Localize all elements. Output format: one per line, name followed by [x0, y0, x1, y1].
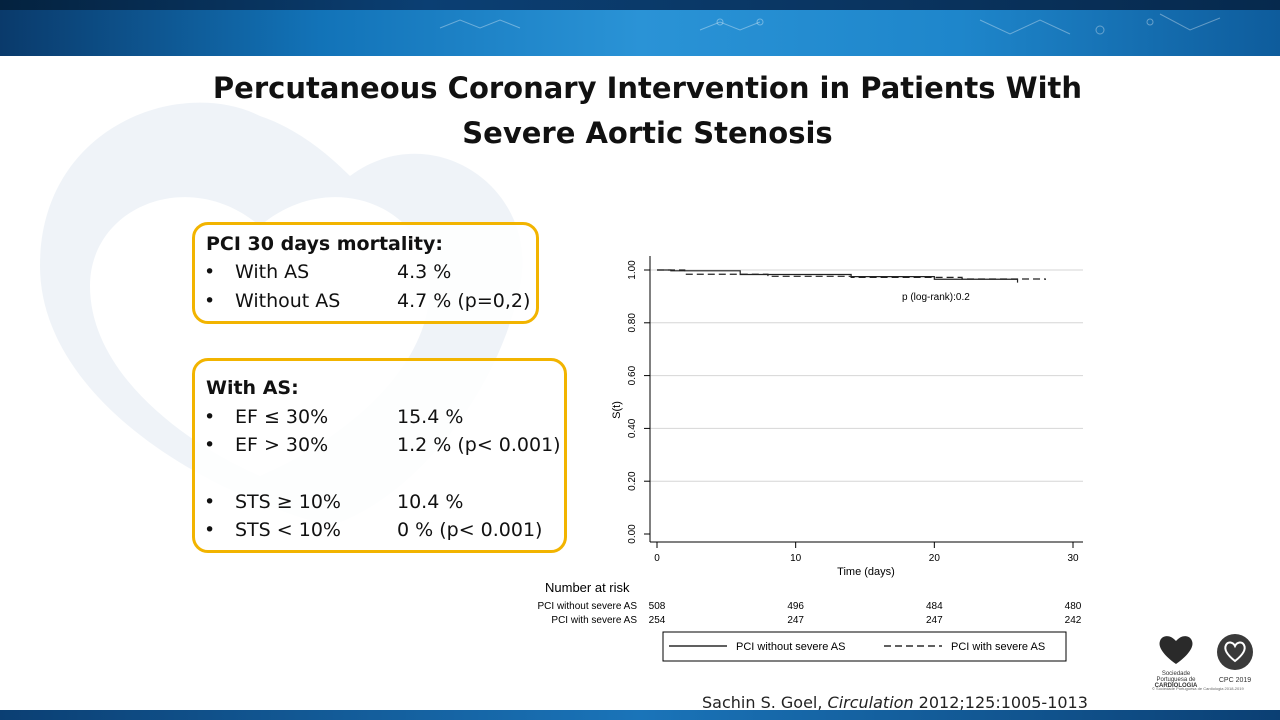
row-value: 4.7 % (p=0,2) — [397, 290, 531, 312]
citation-ref: 2012;125:1005-1013 — [913, 693, 1088, 712]
bullet: • — [204, 406, 216, 428]
title-line-2: Severe Aortic Stenosis — [462, 116, 833, 150]
risk-row-label: PCI without severe AS — [538, 601, 638, 612]
row-value: 1.2 % (p< 0.001) — [397, 434, 561, 456]
risk-values: 508 496 484 480 254 247 247 242 — [649, 601, 1082, 626]
bullet: • — [204, 491, 216, 513]
row-label: STS ≥ 10% — [235, 491, 341, 513]
bottom-bar — [0, 710, 1280, 720]
row-label: Without AS — [235, 290, 341, 312]
series-line — [657, 269, 1019, 283]
cpc-logo-text: CPC 2019 — [1218, 677, 1252, 684]
series — [657, 269, 1046, 283]
y-tick-label: 0.60 — [627, 365, 638, 385]
title-line-1: Percutaneous Coronary Intervention in Pa… — [212, 71, 1083, 105]
series-line — [657, 269, 1046, 281]
risk-value: 254 — [649, 615, 666, 626]
spc-logo: Sociedade Portuguesa de CARDIOLOGIA — [1150, 632, 1202, 694]
row-value: 15.4 % — [397, 406, 464, 428]
header-banner — [0, 0, 1280, 56]
with-as-header: With AS: — [206, 377, 299, 399]
cpc-logo: CPC 2019 — [1210, 632, 1260, 694]
citation: Sachin S. Goel, Circulation 2012;125:100… — [702, 693, 1088, 712]
risk-value: 484 — [926, 601, 943, 612]
heart-logo-icon — [1159, 636, 1193, 664]
risk-table-header: Number at risk — [545, 580, 630, 595]
mortality-box: PCI 30 days mortality: • With AS 4.3 % •… — [192, 222, 539, 324]
row-label: STS < 10% — [235, 519, 341, 541]
pvalue-annotation: p (log-rank):0.2 — [902, 292, 970, 303]
legend-box — [662, 631, 1067, 662]
row-label: EF ≤ 30% — [235, 406, 329, 428]
slide-title: Percutaneous Coronary Intervention in Pa… — [140, 66, 1155, 156]
row-value: 0 % (p< 0.001) — [397, 519, 543, 541]
risk-row-label: PCI with severe AS — [551, 615, 637, 626]
risk-value: 247 — [787, 615, 804, 626]
y-tick-label: 0.80 — [627, 313, 638, 333]
row-label: EF > 30% — [235, 434, 329, 456]
y-tick-label: 1.00 — [627, 260, 638, 280]
x-tick-label: 0 — [654, 553, 660, 564]
molecule-decoration — [439, 13, 1221, 35]
x-axis-label: Time (days) — [837, 566, 895, 578]
risk-value: 496 — [787, 601, 804, 612]
row-value: 4.3 % — [397, 261, 452, 283]
mortality-header: PCI 30 days mortality: — [206, 233, 443, 255]
risk-value: 242 — [1065, 615, 1082, 626]
row-value: 10.4 % — [397, 491, 464, 513]
y-axis-label: S(t) — [611, 401, 623, 419]
ticks: 0.00 0.20 0.40 0.60 0.80 1.00 0 10 20 30 — [627, 260, 1079, 564]
with-as-box: With AS: • EF ≤ 30% 15.4 % • EF > 30% 1.… — [192, 358, 567, 553]
x-tick-label: 20 — [929, 553, 941, 564]
y-tick-label: 0.40 — [627, 418, 638, 438]
citation-journal: Circulation — [827, 693, 914, 712]
risk-value: 247 — [926, 615, 943, 626]
logo-footnote: © Sociedade Portuguesa de Cardiologia 20… — [1152, 686, 1244, 691]
bullet: • — [204, 434, 216, 456]
bullet: • — [204, 519, 216, 541]
risk-value: 480 — [1065, 601, 1082, 612]
y-tick-label: 0.20 — [627, 471, 638, 491]
citation-author: Sachin S. Goel, — [702, 693, 828, 712]
legend-label: PCI with severe AS — [951, 641, 1045, 653]
x-tick-label: 10 — [790, 553, 802, 564]
y-tick-label: 0.00 — [627, 524, 638, 544]
grid — [650, 269, 1083, 482]
spc-logo-text: Sociedade Portuguesa de — [1156, 671, 1196, 683]
x-tick-label: 30 — [1067, 553, 1079, 564]
row-label: With AS — [235, 261, 310, 283]
banner-top-strip — [0, 0, 1280, 10]
legend-label: PCI without severe AS — [736, 641, 845, 653]
cpc-heart-icon — [1217, 634, 1253, 670]
bullet: • — [204, 261, 216, 283]
risk-value: 508 — [649, 601, 666, 612]
spc-logo-text-bold: CARDIOLOGIA — [1154, 683, 1198, 689]
bullet: • — [204, 290, 216, 312]
